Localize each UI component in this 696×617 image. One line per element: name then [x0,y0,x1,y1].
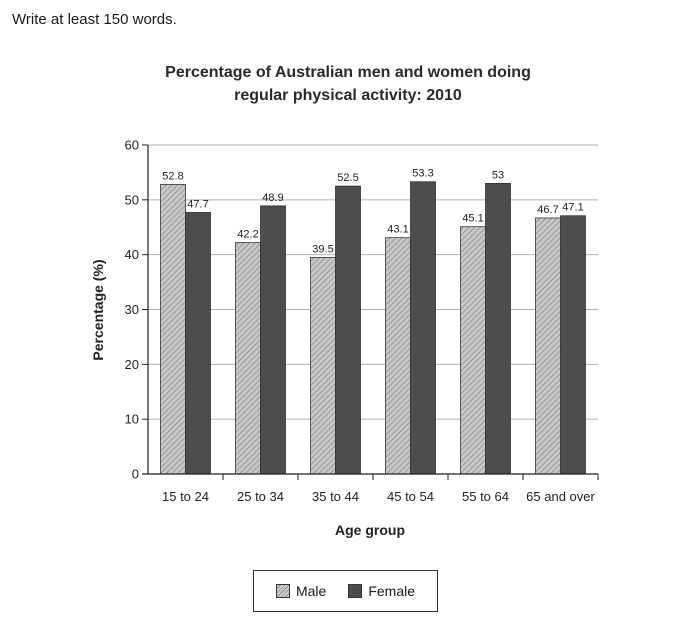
legend-item-male: Male [275,583,327,599]
legend: Male Female [253,570,438,612]
y-tick-label: 20 [125,357,139,372]
y-tick-label: 40 [125,247,139,262]
data-label-female: 47.7 [187,198,208,210]
bar-female [335,185,361,475]
legend-label-male: Male [295,583,327,599]
data-label-male: 46.7 [537,204,558,216]
x-tick-label: 45 to 54 [387,489,434,504]
y-tick-label: 60 [125,138,139,153]
chart-title-line-2: regular physical activity: 2010 [234,87,462,104]
y-tick-label: 10 [125,412,139,427]
data-label-female: 48.9 [262,192,283,204]
x-tick-label: 35 to 44 [312,489,359,504]
y-tick-label: 30 [125,302,139,317]
bar-female [560,215,586,475]
data-label-male: 43.1 [387,224,408,236]
bar-male [160,184,186,475]
y-tick-label: 50 [125,192,139,207]
bar-male [535,217,561,475]
x-axis-title: Age group [335,522,405,538]
bar-female [410,181,436,475]
legend-item-female: Female [348,583,415,599]
data-label-female: 53 [492,169,504,181]
x-tick-label: 25 to 34 [237,489,284,504]
data-label-female: 47.1 [562,202,583,214]
bar-female [485,182,511,475]
bar-male [235,242,261,475]
legend-swatch-male [275,584,290,598]
y-tick-label: 0 [132,467,139,482]
data-label-female: 53.3 [412,168,433,180]
instruction-text: Write at least 150 words. [12,11,177,28]
data-label-male: 45.1 [462,213,483,225]
chart-title-line-1: Percentage of Australian men and women d… [165,64,531,81]
legend-label-female: Female [368,583,416,599]
data-label-male: 39.5 [312,243,333,255]
data-label-male: 52.8 [162,170,183,182]
x-tick-label: 65 and over [526,489,595,504]
bar-female [185,212,211,475]
x-tick-label: 55 to 64 [462,489,509,504]
bar-male [460,226,486,475]
data-label-male: 42.2 [237,229,258,241]
legend-swatch-female [348,584,363,598]
bar-male [310,257,336,475]
bar-female [260,205,286,475]
data-label-female: 52.5 [337,172,358,184]
y-axis-title: Percentage (%) [90,259,106,360]
x-tick-label: 15 to 24 [162,489,209,504]
bar-male [385,237,411,475]
